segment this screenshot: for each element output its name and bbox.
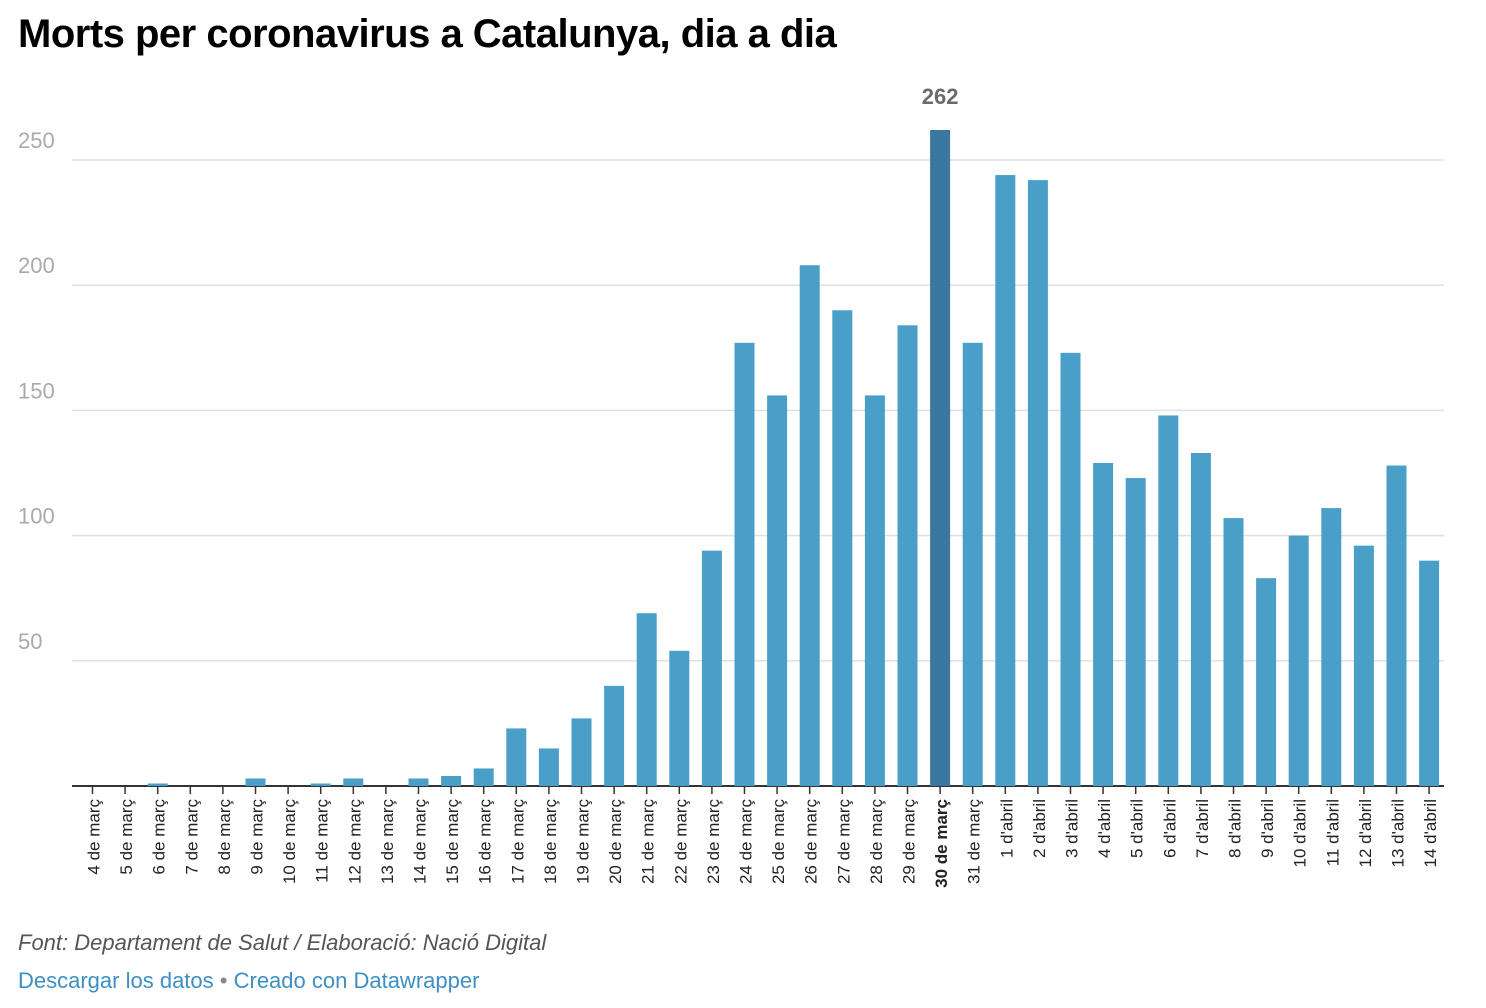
x-tick-label-5: 9 de març [248, 799, 267, 875]
x-tick-label-0: 4 de març [85, 799, 104, 875]
y-tick-label-250: 250 [18, 128, 55, 153]
bar-33 [1158, 415, 1179, 786]
x-tick-label-33: 6 d'abril [1160, 799, 1179, 858]
bar-28 [995, 175, 1016, 786]
x-tick-label-36: 9 d'abril [1258, 799, 1277, 858]
x-tick-label-4: 8 de març [215, 799, 234, 875]
bar-7 [310, 783, 331, 786]
bar-13 [506, 728, 527, 786]
x-tick-label-1: 5 de març [117, 799, 136, 875]
chart-title: Morts per coronavirus a Catalunya, dia a… [18, 12, 837, 56]
x-tick-label-8: 12 de març [345, 799, 364, 885]
bar-40 [1386, 465, 1407, 786]
source-note: Font: Departament de Salut / Elaboració:… [18, 930, 547, 955]
x-tick-label-40: 13 d'abril [1389, 799, 1408, 867]
bar-15 [571, 718, 592, 786]
bar-12 [473, 768, 494, 786]
x-tick-label-13: 17 de març [508, 799, 527, 885]
bar-5 [245, 778, 266, 786]
bar-36 [1256, 578, 1277, 786]
bar-19 [701, 550, 722, 786]
bar-32 [1125, 478, 1146, 786]
bar-37 [1288, 535, 1309, 786]
bar-34 [1190, 452, 1211, 786]
bar-24 [864, 395, 885, 786]
bar-25 [897, 325, 918, 786]
x-tick-label-26: 30 de març [932, 799, 951, 888]
x-tick-label-12: 16 de març [476, 799, 495, 885]
bar-2 [147, 783, 168, 786]
x-tick-label-35: 8 d'abril [1226, 799, 1245, 858]
bars [147, 130, 1440, 786]
x-tick-label-18: 22 de març [671, 799, 690, 885]
y-tick-label-100: 100 [18, 504, 55, 529]
x-tick-label-17: 21 de març [639, 799, 658, 885]
download-data-link[interactable]: Descargar los datos [18, 968, 214, 993]
x-tick-label-10: 14 de març [411, 799, 430, 885]
bar-16 [604, 685, 625, 786]
peak-value-label: 262 [922, 84, 959, 109]
x-tick-label-6: 10 de març [280, 799, 299, 885]
x-tick-label-24: 28 de març [867, 799, 886, 885]
footer-links: Descargar los datos • Creado con Datawra… [18, 968, 479, 994]
x-tick-label-7: 11 de març [313, 799, 332, 883]
bar-21 [767, 395, 788, 786]
bar-17 [636, 613, 657, 786]
bar-22 [799, 265, 820, 786]
bar-8 [343, 778, 364, 786]
bar-14 [538, 748, 559, 786]
bar-26 [930, 130, 951, 786]
x-tick-label-23: 27 de març [834, 799, 853, 885]
x-tick-label-31: 4 d'abril [1095, 799, 1114, 858]
x-tick-label-37: 10 d'abril [1291, 799, 1310, 867]
bar-35 [1223, 518, 1244, 786]
bar-11 [441, 775, 462, 786]
bar-20 [734, 342, 755, 786]
bar-chart: 50 100 150 200 250 4 de març 5 de març 6 de ma… [18, 84, 1444, 888]
bar-18 [669, 650, 690, 786]
bar-10 [408, 778, 429, 786]
x-tick-label-19: 23 de març [704, 799, 723, 885]
x-tick-label-41: 14 d'abril [1421, 799, 1440, 867]
x-tick-label-15: 19 de març [574, 799, 593, 885]
bar-27 [962, 342, 983, 786]
grid-lines: 50 100 150 200 250 [18, 128, 1444, 787]
tick-labels: 4 de març 5 de març 6 de març 7 de març 8 de… [85, 84, 1441, 888]
y-tick-label-150: 150 [18, 378, 55, 403]
x-tick-label-2: 6 de març [150, 799, 169, 875]
y-tick-label-50: 50 [18, 629, 42, 654]
x-tick-label-16: 20 de març [606, 799, 625, 885]
x-tick-label-27: 31 de març [965, 799, 984, 885]
bar-41 [1419, 560, 1440, 786]
bar-39 [1353, 545, 1374, 786]
x-tick-label-30: 3 d'abril [1063, 799, 1082, 858]
x-tick-label-21: 25 de març [769, 799, 788, 885]
x-tick-label-22: 26 de març [802, 799, 821, 885]
x-tick-label-3: 7 de març [182, 799, 201, 875]
x-tick-label-9: 13 de març [378, 799, 397, 885]
bar-38 [1321, 508, 1342, 786]
bar-29 [1027, 180, 1048, 786]
x-tick-label-11: 15 de març [443, 799, 462, 885]
x-tick-label-28: 1 d'abril [997, 799, 1016, 858]
x-tick-label-34: 7 d'abril [1193, 799, 1212, 858]
bar-31 [1093, 463, 1114, 786]
x-tick-label-38: 11 d'abril [1323, 799, 1342, 866]
x-tick-label-25: 29 de març [900, 799, 919, 885]
y-tick-label-200: 200 [18, 253, 55, 278]
datawrapper-credit-link[interactable]: Creado con Datawrapper [233, 968, 480, 993]
x-tick-label-29: 2 d'abril [1030, 799, 1049, 858]
x-tick-label-39: 12 d'abril [1356, 799, 1375, 867]
bar-30 [1060, 352, 1081, 786]
footer-separator: • [219, 968, 228, 993]
x-tick-label-14: 18 de març [541, 799, 560, 885]
bar-23 [832, 310, 853, 786]
x-tick-label-20: 24 de març [737, 799, 756, 885]
x-tick-label-32: 5 d'abril [1128, 799, 1147, 858]
